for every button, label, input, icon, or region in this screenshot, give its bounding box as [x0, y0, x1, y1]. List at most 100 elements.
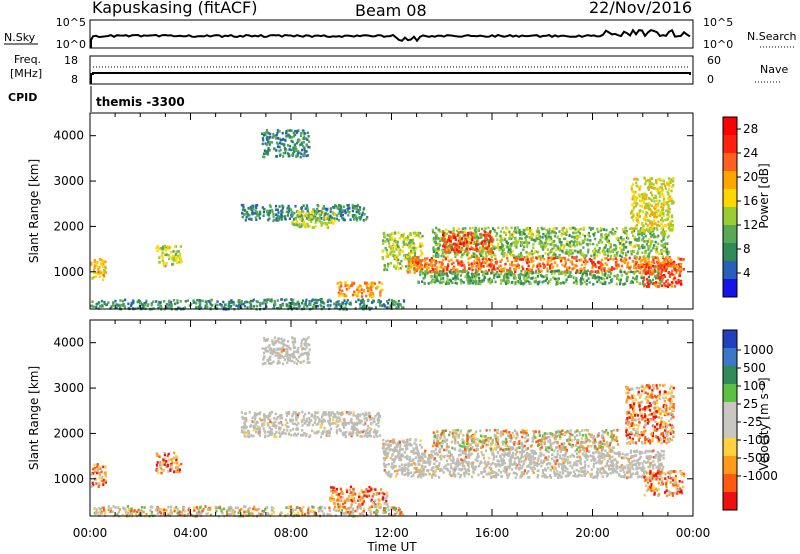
data-cell — [659, 185, 662, 189]
data-cell — [594, 270, 597, 273]
data-cell — [553, 246, 556, 249]
data-cell — [368, 494, 371, 498]
data-cell — [419, 273, 422, 276]
data-cell — [475, 280, 478, 283]
data-cell — [262, 155, 265, 158]
data-cell — [338, 294, 341, 298]
data-cell — [372, 487, 375, 491]
data-cell — [308, 224, 311, 228]
data-cell — [595, 276, 598, 280]
data-cell — [641, 259, 644, 262]
data-cell — [294, 130, 297, 133]
data-cell — [305, 346, 308, 349]
data-cell — [517, 240, 520, 244]
data-cell — [643, 246, 646, 249]
data-cell — [510, 243, 513, 246]
data-cell — [526, 279, 529, 283]
data-cell — [171, 457, 174, 461]
data-cell — [96, 469, 99, 473]
data-cell — [426, 257, 429, 260]
data-cell — [542, 232, 545, 236]
data-cell — [623, 270, 626, 274]
data-cell — [346, 204, 349, 207]
data-cell — [354, 293, 357, 296]
data-cell — [644, 213, 647, 216]
data-cell — [393, 250, 396, 253]
data-cell — [305, 150, 308, 153]
data-cell — [473, 229, 476, 232]
data-cell — [525, 260, 528, 263]
data-cell — [243, 423, 246, 426]
data-cell — [653, 235, 656, 238]
data-cell — [296, 413, 299, 416]
data-cell — [597, 230, 600, 234]
data-cell — [310, 220, 313, 224]
data-cell — [655, 205, 658, 208]
data-cell — [399, 262, 402, 266]
data-cell — [123, 305, 126, 308]
data-cell — [205, 302, 208, 306]
data-cell — [293, 217, 296, 221]
nsky-tick-top: 10^5 — [56, 16, 86, 29]
data-cell — [100, 299, 104, 303]
data-cell — [371, 292, 374, 295]
data-cell — [244, 219, 247, 222]
data-cell — [357, 421, 360, 425]
data-cell — [281, 131, 284, 135]
data-cell — [269, 420, 272, 424]
data-cell — [558, 240, 561, 244]
data-cell — [278, 154, 282, 158]
data-cell — [251, 210, 254, 213]
data-cell — [162, 458, 165, 462]
data-cell — [619, 246, 622, 250]
data-cell — [161, 247, 165, 251]
data-cell — [612, 228, 615, 231]
data-cell — [345, 301, 348, 304]
data-cell — [668, 184, 671, 188]
data-cell — [305, 212, 308, 216]
data-cell — [471, 281, 474, 285]
data-cell — [612, 258, 615, 261]
data-cell — [643, 265, 646, 268]
data-cell — [480, 264, 483, 268]
data-cell — [611, 266, 614, 269]
data-cell — [279, 426, 282, 430]
data-cell — [301, 148, 304, 152]
data-cell — [578, 250, 581, 253]
data-cell — [641, 210, 644, 213]
data-cell — [582, 278, 585, 281]
data-cell — [344, 294, 347, 297]
data-cell — [581, 272, 584, 276]
data-cell — [547, 253, 550, 256]
data-cell — [390, 235, 393, 239]
data-cell — [524, 280, 527, 283]
data-cell — [474, 282, 477, 286]
data-cell — [492, 245, 495, 248]
data-cell — [294, 346, 297, 349]
data-cell — [389, 261, 392, 265]
data-cell — [328, 423, 332, 427]
data-cell — [258, 434, 262, 437]
data-cell — [290, 433, 293, 437]
data-cell — [574, 228, 577, 231]
data-cell — [654, 222, 657, 225]
data-cell — [279, 421, 282, 425]
data-cell — [302, 141, 305, 144]
data-cell — [353, 205, 356, 208]
data-cell — [555, 248, 558, 252]
data-cell — [600, 276, 603, 280]
data-cell — [580, 263, 583, 267]
data-cell — [645, 222, 648, 225]
data-cell — [625, 229, 628, 233]
data-cell — [436, 266, 439, 269]
data-cell — [167, 470, 170, 473]
data-cell — [667, 223, 670, 226]
data-cell — [487, 244, 490, 248]
data-cell — [298, 222, 301, 226]
data-cell — [322, 221, 326, 225]
data-cell — [660, 249, 663, 252]
data-cell — [262, 427, 265, 430]
data-cell — [165, 465, 168, 469]
data-cell — [481, 245, 484, 248]
data-cell — [112, 301, 115, 304]
